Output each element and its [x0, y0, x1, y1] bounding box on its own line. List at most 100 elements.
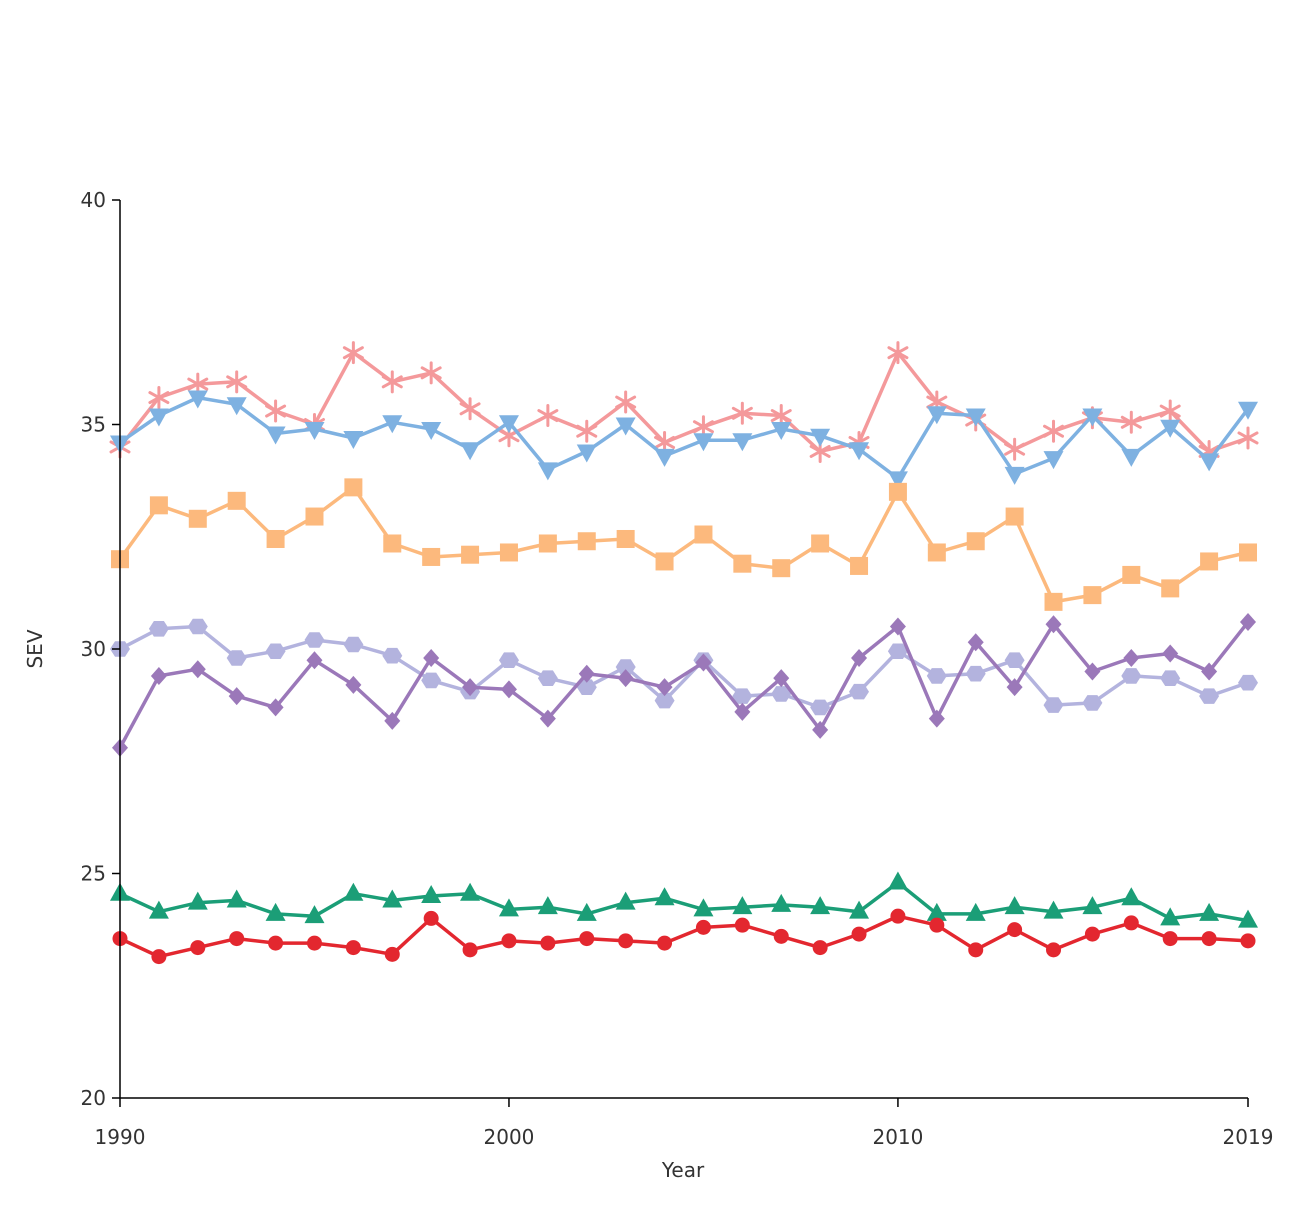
data-point	[694, 525, 713, 544]
data-point	[1043, 697, 1064, 713]
data-point	[773, 928, 789, 944]
data-point	[540, 935, 556, 951]
data-point	[1162, 931, 1178, 947]
data-point	[345, 675, 362, 694]
data-point	[1240, 933, 1256, 949]
data-point	[968, 942, 984, 958]
data-point	[657, 935, 673, 951]
data-point	[1120, 410, 1142, 434]
data-point	[576, 679, 597, 695]
data-point	[615, 891, 636, 910]
data-point	[1043, 419, 1065, 443]
data-point	[890, 908, 906, 924]
data-point	[732, 433, 753, 452]
data-point	[1043, 900, 1064, 919]
data-point	[771, 686, 792, 702]
data-point	[267, 698, 284, 717]
data-point	[1238, 909, 1258, 928]
data-point	[1121, 887, 1142, 906]
data-point	[654, 692, 675, 709]
data-point	[616, 529, 635, 548]
data-point	[537, 896, 558, 915]
data-point	[1201, 931, 1217, 947]
data-point	[462, 678, 479, 697]
data-point	[149, 496, 168, 515]
data-point	[343, 636, 364, 653]
x-tick-label: 2019	[1223, 1125, 1274, 1149]
data-point	[1046, 942, 1062, 958]
data-point	[656, 678, 673, 697]
data-point	[850, 556, 869, 575]
data-point	[187, 891, 208, 910]
data-point	[343, 430, 364, 449]
data-point	[576, 444, 597, 463]
data-point	[227, 491, 246, 510]
data-point	[462, 942, 478, 958]
x-tick-label: 1990	[95, 1125, 146, 1149]
data-point	[1004, 466, 1025, 485]
data-point	[888, 482, 907, 501]
data-point	[1199, 453, 1220, 472]
x-tick-label: 2000	[484, 1125, 535, 1149]
data-point	[537, 404, 559, 428]
data-point	[928, 709, 945, 728]
data-point	[384, 711, 401, 730]
data-point	[967, 633, 984, 652]
x-axis-title: Year	[661, 1158, 705, 1182]
series-line	[118, 621, 1250, 749]
data-point	[1161, 579, 1180, 598]
data-point	[1160, 907, 1181, 926]
data-point	[887, 643, 908, 659]
data-point	[148, 408, 169, 427]
data-point	[148, 621, 169, 637]
data-point	[812, 720, 829, 739]
data-point	[851, 926, 867, 942]
data-point	[500, 680, 517, 699]
series-line	[118, 485, 1249, 604]
data-point	[1082, 695, 1103, 711]
data-point	[423, 648, 440, 667]
data-point	[499, 543, 518, 562]
data-point	[498, 898, 519, 917]
data-point	[693, 433, 714, 452]
series-triangle-up	[110, 871, 1258, 928]
series-hexagon	[110, 618, 1258, 716]
data-point	[1121, 668, 1142, 684]
data-point	[188, 509, 207, 528]
data-point	[1238, 674, 1258, 691]
data-point	[460, 442, 481, 461]
data-point	[187, 390, 208, 409]
data-point	[226, 889, 247, 908]
data-point	[926, 668, 947, 684]
data-point	[851, 648, 868, 667]
data-point	[732, 896, 753, 915]
y-tick-label: 30	[81, 637, 106, 661]
data-point	[382, 889, 403, 908]
data-point	[265, 426, 286, 445]
data-point	[1004, 437, 1026, 461]
data-point	[501, 933, 517, 949]
data-point	[695, 653, 712, 672]
series-line	[119, 880, 1249, 923]
data-point	[771, 893, 792, 912]
data-point	[229, 931, 245, 947]
data-point	[965, 902, 986, 921]
data-point	[1237, 426, 1259, 450]
data-point	[266, 529, 285, 548]
data-point	[615, 417, 636, 436]
data-point	[148, 900, 169, 919]
series-diamond	[112, 613, 1256, 757]
data-point	[578, 664, 595, 683]
data-point	[615, 390, 637, 414]
data-point	[1122, 565, 1141, 584]
data-point	[1240, 613, 1256, 632]
data-point	[965, 408, 986, 427]
data-point	[772, 559, 791, 578]
data-point	[421, 884, 442, 903]
data-point	[150, 666, 167, 685]
data-point	[421, 672, 442, 689]
data-point	[1121, 448, 1142, 467]
data-point	[422, 547, 441, 566]
x-tick-label: 2010	[872, 1125, 923, 1149]
data-point	[929, 917, 945, 933]
